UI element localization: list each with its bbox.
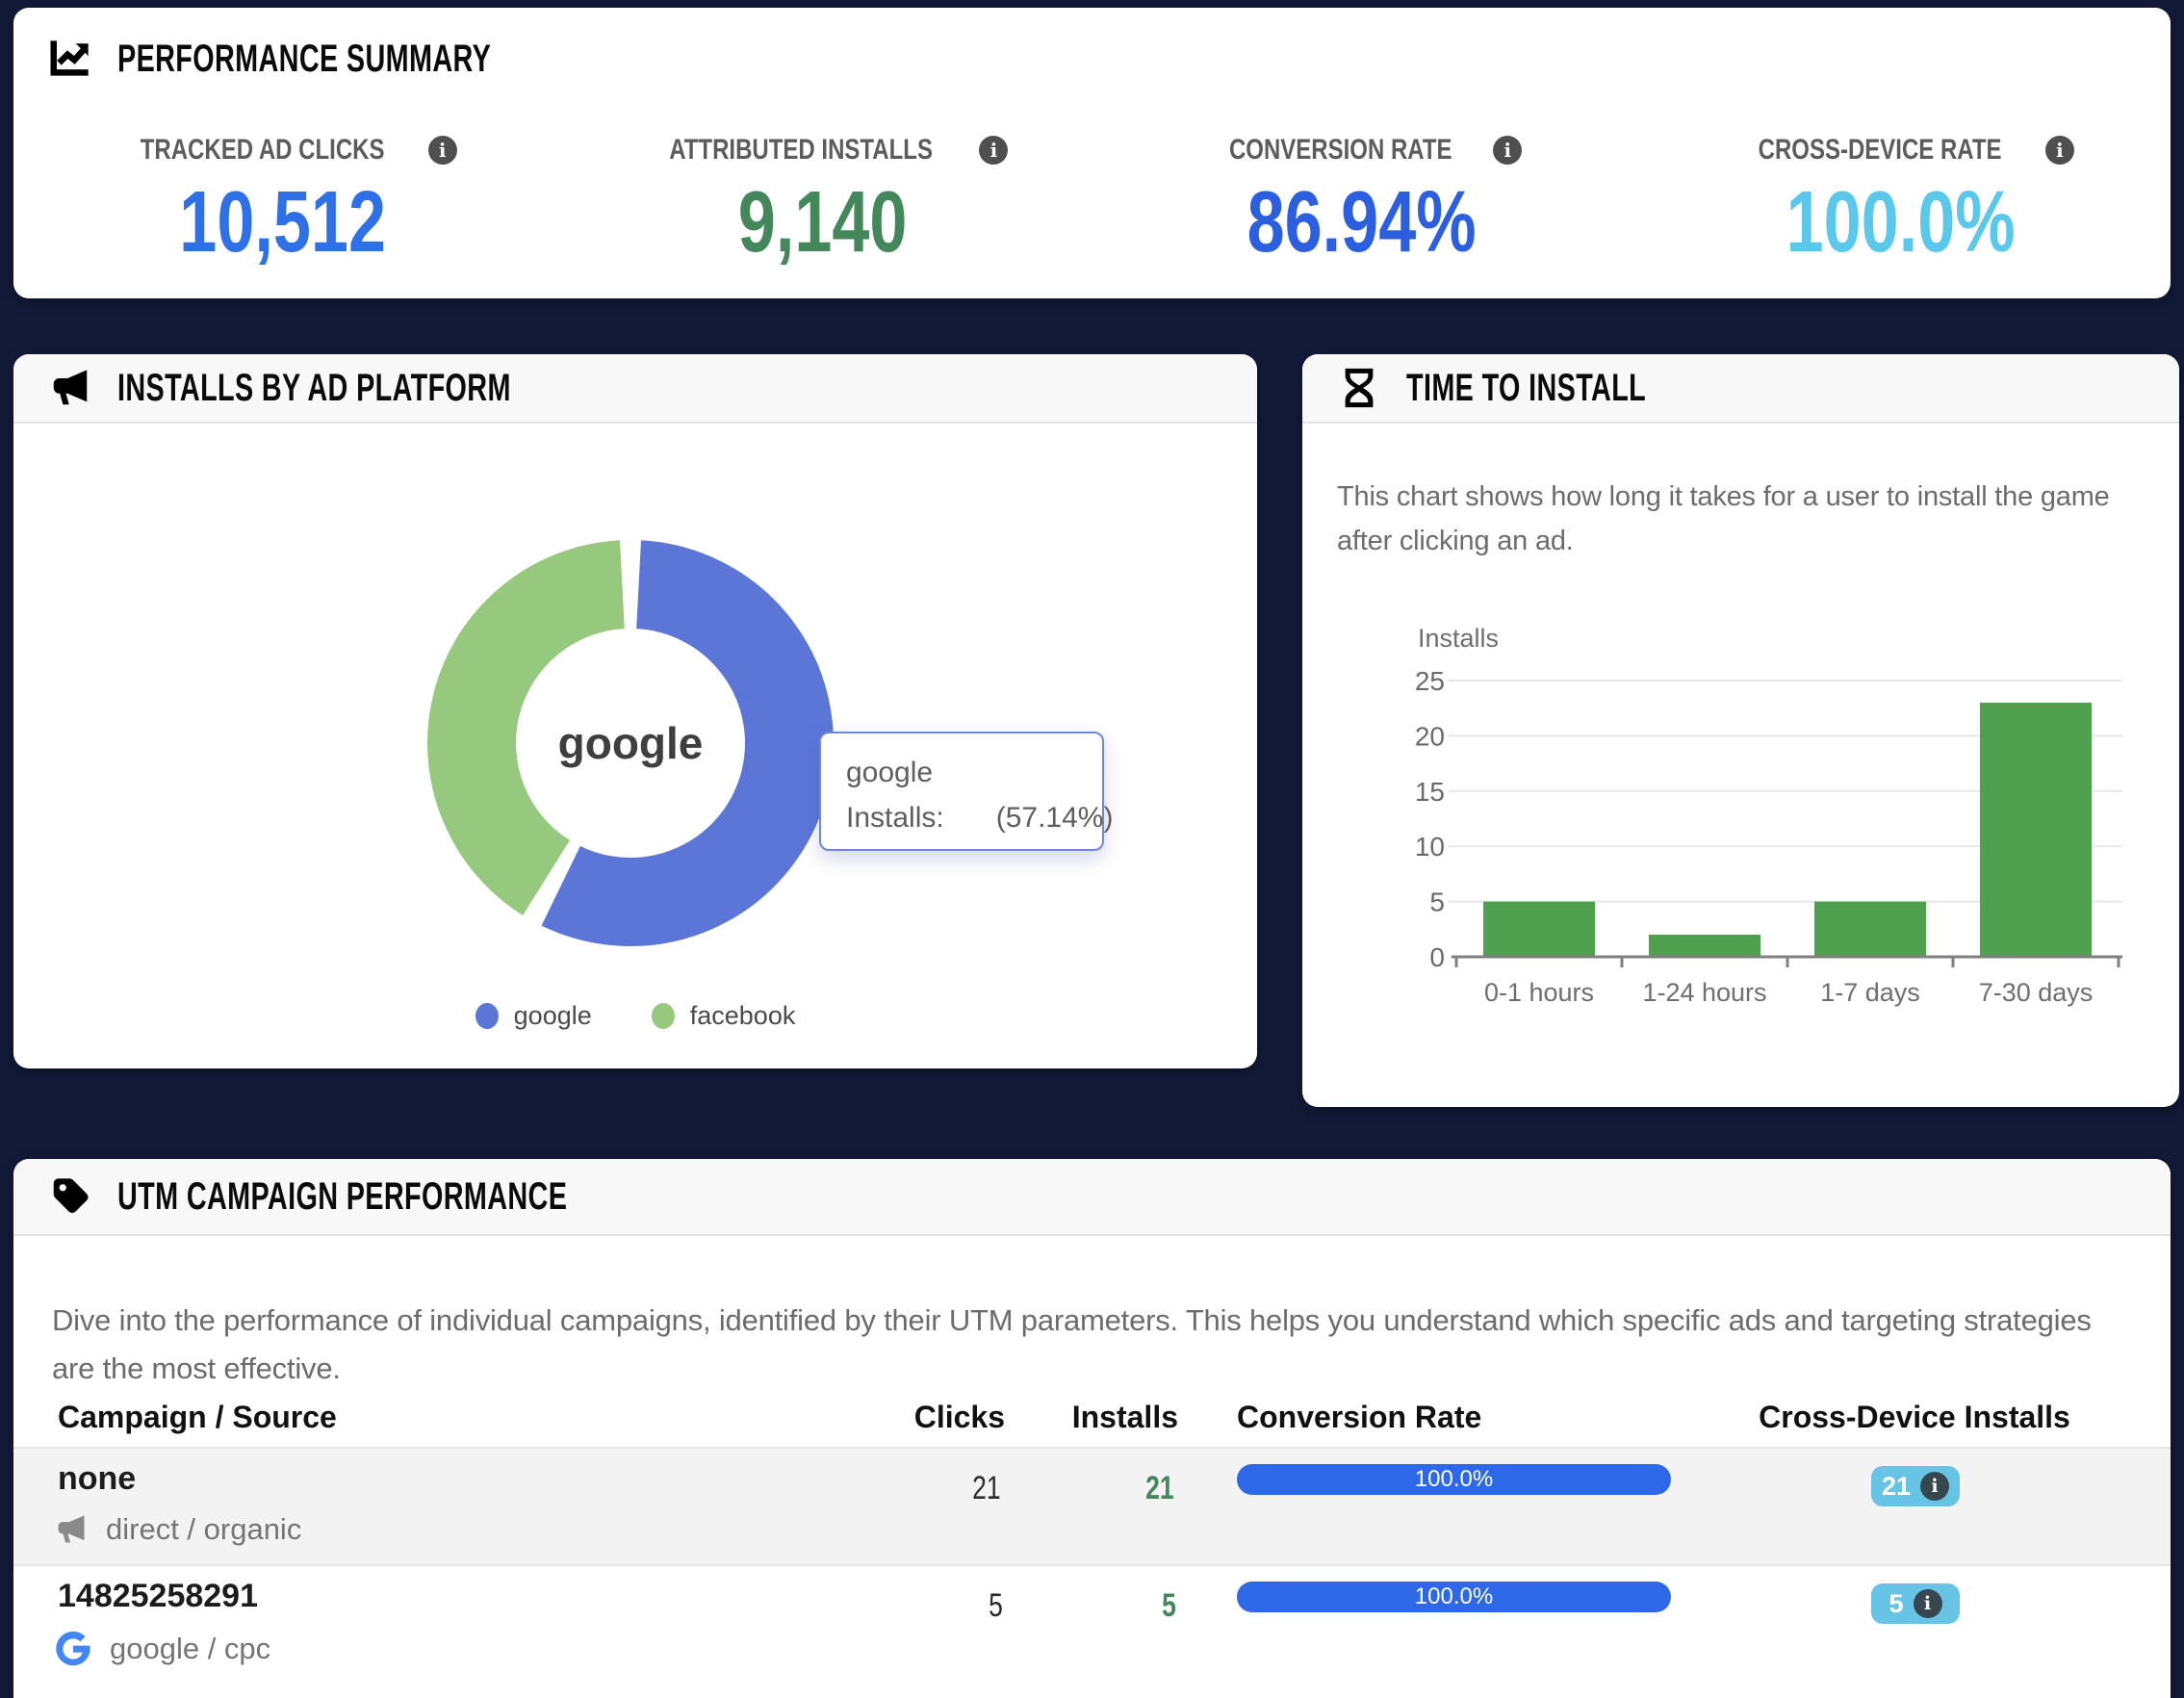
- campaign-source: google / cpc: [54, 1630, 270, 1668]
- metric-label: CROSS-DEVICE RATE: [1758, 134, 2002, 166]
- page-title: PERFORMANCE SUMMARY: [117, 37, 492, 80]
- donut-segment-google[interactable]: [541, 540, 834, 946]
- info-icon[interactable]: [1493, 136, 1523, 165]
- column-header-conversion-rate: Conversion Rate: [1237, 1400, 1482, 1434]
- table-row: 14825258291 google / cpc 5 5 100.0% 5: [13, 1564, 2171, 1682]
- chart-line-icon: [50, 40, 89, 76]
- time-to-install-card: TIME TO INSTALL This chart shows how lon…: [1302, 354, 2179, 1107]
- table-header-row: Campaign / Source Clicks Installs Conver…: [13, 1400, 2171, 1442]
- utm-campaign-performance-card: UTM CAMPAIGN PERFORMANCE Dive into the p…: [13, 1159, 2171, 1698]
- cross-device-count: 21: [1881, 1471, 1912, 1501]
- legend-marker-google: [475, 1003, 499, 1029]
- bar-1-24-hours[interactable]: [1649, 935, 1760, 957]
- metric-label: CONVERSION RATE: [1228, 134, 1452, 166]
- campaign-name: none: [58, 1460, 137, 1497]
- metric-tracked-ad-clicks: TRACKED AD CLICKS 10,512: [13, 131, 552, 269]
- tag-icon: [53, 1178, 89, 1214]
- x-tick-label: 1-7 days: [1820, 978, 1920, 1007]
- bar-0-1-hours[interactable]: [1483, 901, 1595, 957]
- metric-label: TRACKED AD CLICKS: [140, 134, 385, 166]
- bar-7-30-days[interactable]: [1980, 703, 2092, 957]
- installs-value: 21: [1145, 1470, 1174, 1506]
- legend-item-facebook[interactable]: facebook: [651, 1001, 796, 1031]
- info-icon[interactable]: [979, 136, 1009, 165]
- metric-cross-device-rate: CROSS-DEVICE RATE 100.0%: [1632, 131, 2171, 269]
- legend-label: facebook: [689, 1001, 796, 1030]
- x-tick-label: 7-30 days: [1979, 978, 2094, 1007]
- y-tick: 25: [1415, 666, 1445, 696]
- column-header-cross-device-installs: Cross-Device Installs: [1759, 1400, 2070, 1434]
- table-row: none direct / organic 21 21 100.0% 21: [13, 1447, 2171, 1564]
- hourglass-icon: [1345, 368, 1374, 408]
- clicks-value: 5: [989, 1587, 1003, 1624]
- table-description: Dive into the performance of individual …: [52, 1303, 2092, 1385]
- info-icon[interactable]: [1913, 1589, 1942, 1618]
- card-title: UTM CAMPAIGN PERFORMANCE: [117, 1174, 568, 1218]
- metric-attributed-installs: ATTRIBUTED INSTALLS 9,140: [552, 131, 1092, 269]
- source-medium-label: google / cpc: [110, 1632, 271, 1665]
- clicks-value: 21: [972, 1470, 1001, 1506]
- donut-center-label: google: [557, 718, 704, 768]
- megaphone-icon: [53, 370, 88, 405]
- summary-metrics: TRACKED AD CLICKS 10,512 ATTRIBUTED INST…: [13, 131, 2171, 269]
- tooltip-value: (57.14%): [995, 801, 1114, 834]
- bar-1-7-days[interactable]: [1814, 901, 1926, 957]
- metric-conversion-rate: CONVERSION RATE 86.94%: [1092, 131, 1632, 269]
- campaign-name: 14825258291: [58, 1578, 259, 1614]
- legend-marker-facebook: [651, 1003, 675, 1029]
- y-tick: 15: [1415, 777, 1445, 807]
- legend-item-google[interactable]: google: [475, 1001, 592, 1031]
- y-tick: 0: [1429, 942, 1445, 972]
- google-icon: [56, 1631, 90, 1666]
- card-title: INSTALLS BY AD PLATFORM: [117, 366, 511, 409]
- chart-tooltip: google Installs: (57.14%): [819, 732, 1113, 851]
- y-tick: 20: [1415, 721, 1445, 751]
- column-header-clicks: Clicks: [913, 1400, 1005, 1434]
- cross-device-installs-badge[interactable]: 21: [1871, 1466, 1960, 1506]
- chart-description: This chart shows how long it takes for a…: [1337, 481, 2110, 557]
- info-icon[interactable]: [1920, 1472, 1950, 1501]
- cross-device-count: 5: [1889, 1588, 1904, 1618]
- x-tick-label: 0-1 hours: [1484, 978, 1594, 1007]
- info-icon[interactable]: [427, 136, 457, 165]
- metric-value: 10,512: [179, 174, 387, 270]
- x-tick-label: 1-24 hours: [1642, 978, 1766, 1007]
- bar-chart: Installs 25 20 15 10 5 0 0-1 hours 1-24 …: [1415, 624, 2122, 1007]
- tooltip-label: Installs:: [846, 801, 944, 834]
- campaign-source: direct / organic: [54, 1512, 301, 1547]
- column-header-campaign-source: Campaign / Source: [58, 1400, 337, 1434]
- donut-segment-facebook[interactable]: [427, 540, 626, 915]
- megaphone-icon: [58, 1515, 85, 1543]
- y-tick: 5: [1429, 888, 1445, 917]
- source-medium-label: direct / organic: [106, 1512, 302, 1546]
- conversion-rate-bar: 100.0%: [1237, 1464, 1671, 1495]
- metric-label: ATTRIBUTED INSTALLS: [669, 134, 934, 166]
- info-icon[interactable]: [2044, 136, 2074, 165]
- chart-legend: google facebook: [13, 1001, 1257, 1031]
- conversion-rate-bar: 100.0%: [1237, 1582, 1671, 1612]
- installs-by-ad-platform-card: INSTALLS BY AD PLATFORM google google In…: [13, 354, 1257, 1068]
- y-tick: 10: [1415, 832, 1445, 862]
- metric-value: 9,140: [737, 174, 908, 270]
- donut-chart: [409, 522, 852, 965]
- cross-device-installs-badge[interactable]: 5: [1871, 1583, 1960, 1624]
- card-title: TIME TO INSTALL: [1406, 366, 1647, 409]
- performance-summary-card: PERFORMANCE SUMMARY TRACKED AD CLICKS 10…: [13, 8, 2171, 298]
- metric-value: 100.0%: [1786, 174, 2016, 270]
- installs-value: 5: [1162, 1587, 1176, 1624]
- column-header-installs: Installs: [1071, 1400, 1178, 1434]
- tooltip-series: google: [846, 757, 934, 788]
- y-axis-title: Installs: [1418, 624, 1499, 653]
- legend-label: google: [513, 1001, 592, 1030]
- metric-value: 86.94%: [1246, 174, 1477, 270]
